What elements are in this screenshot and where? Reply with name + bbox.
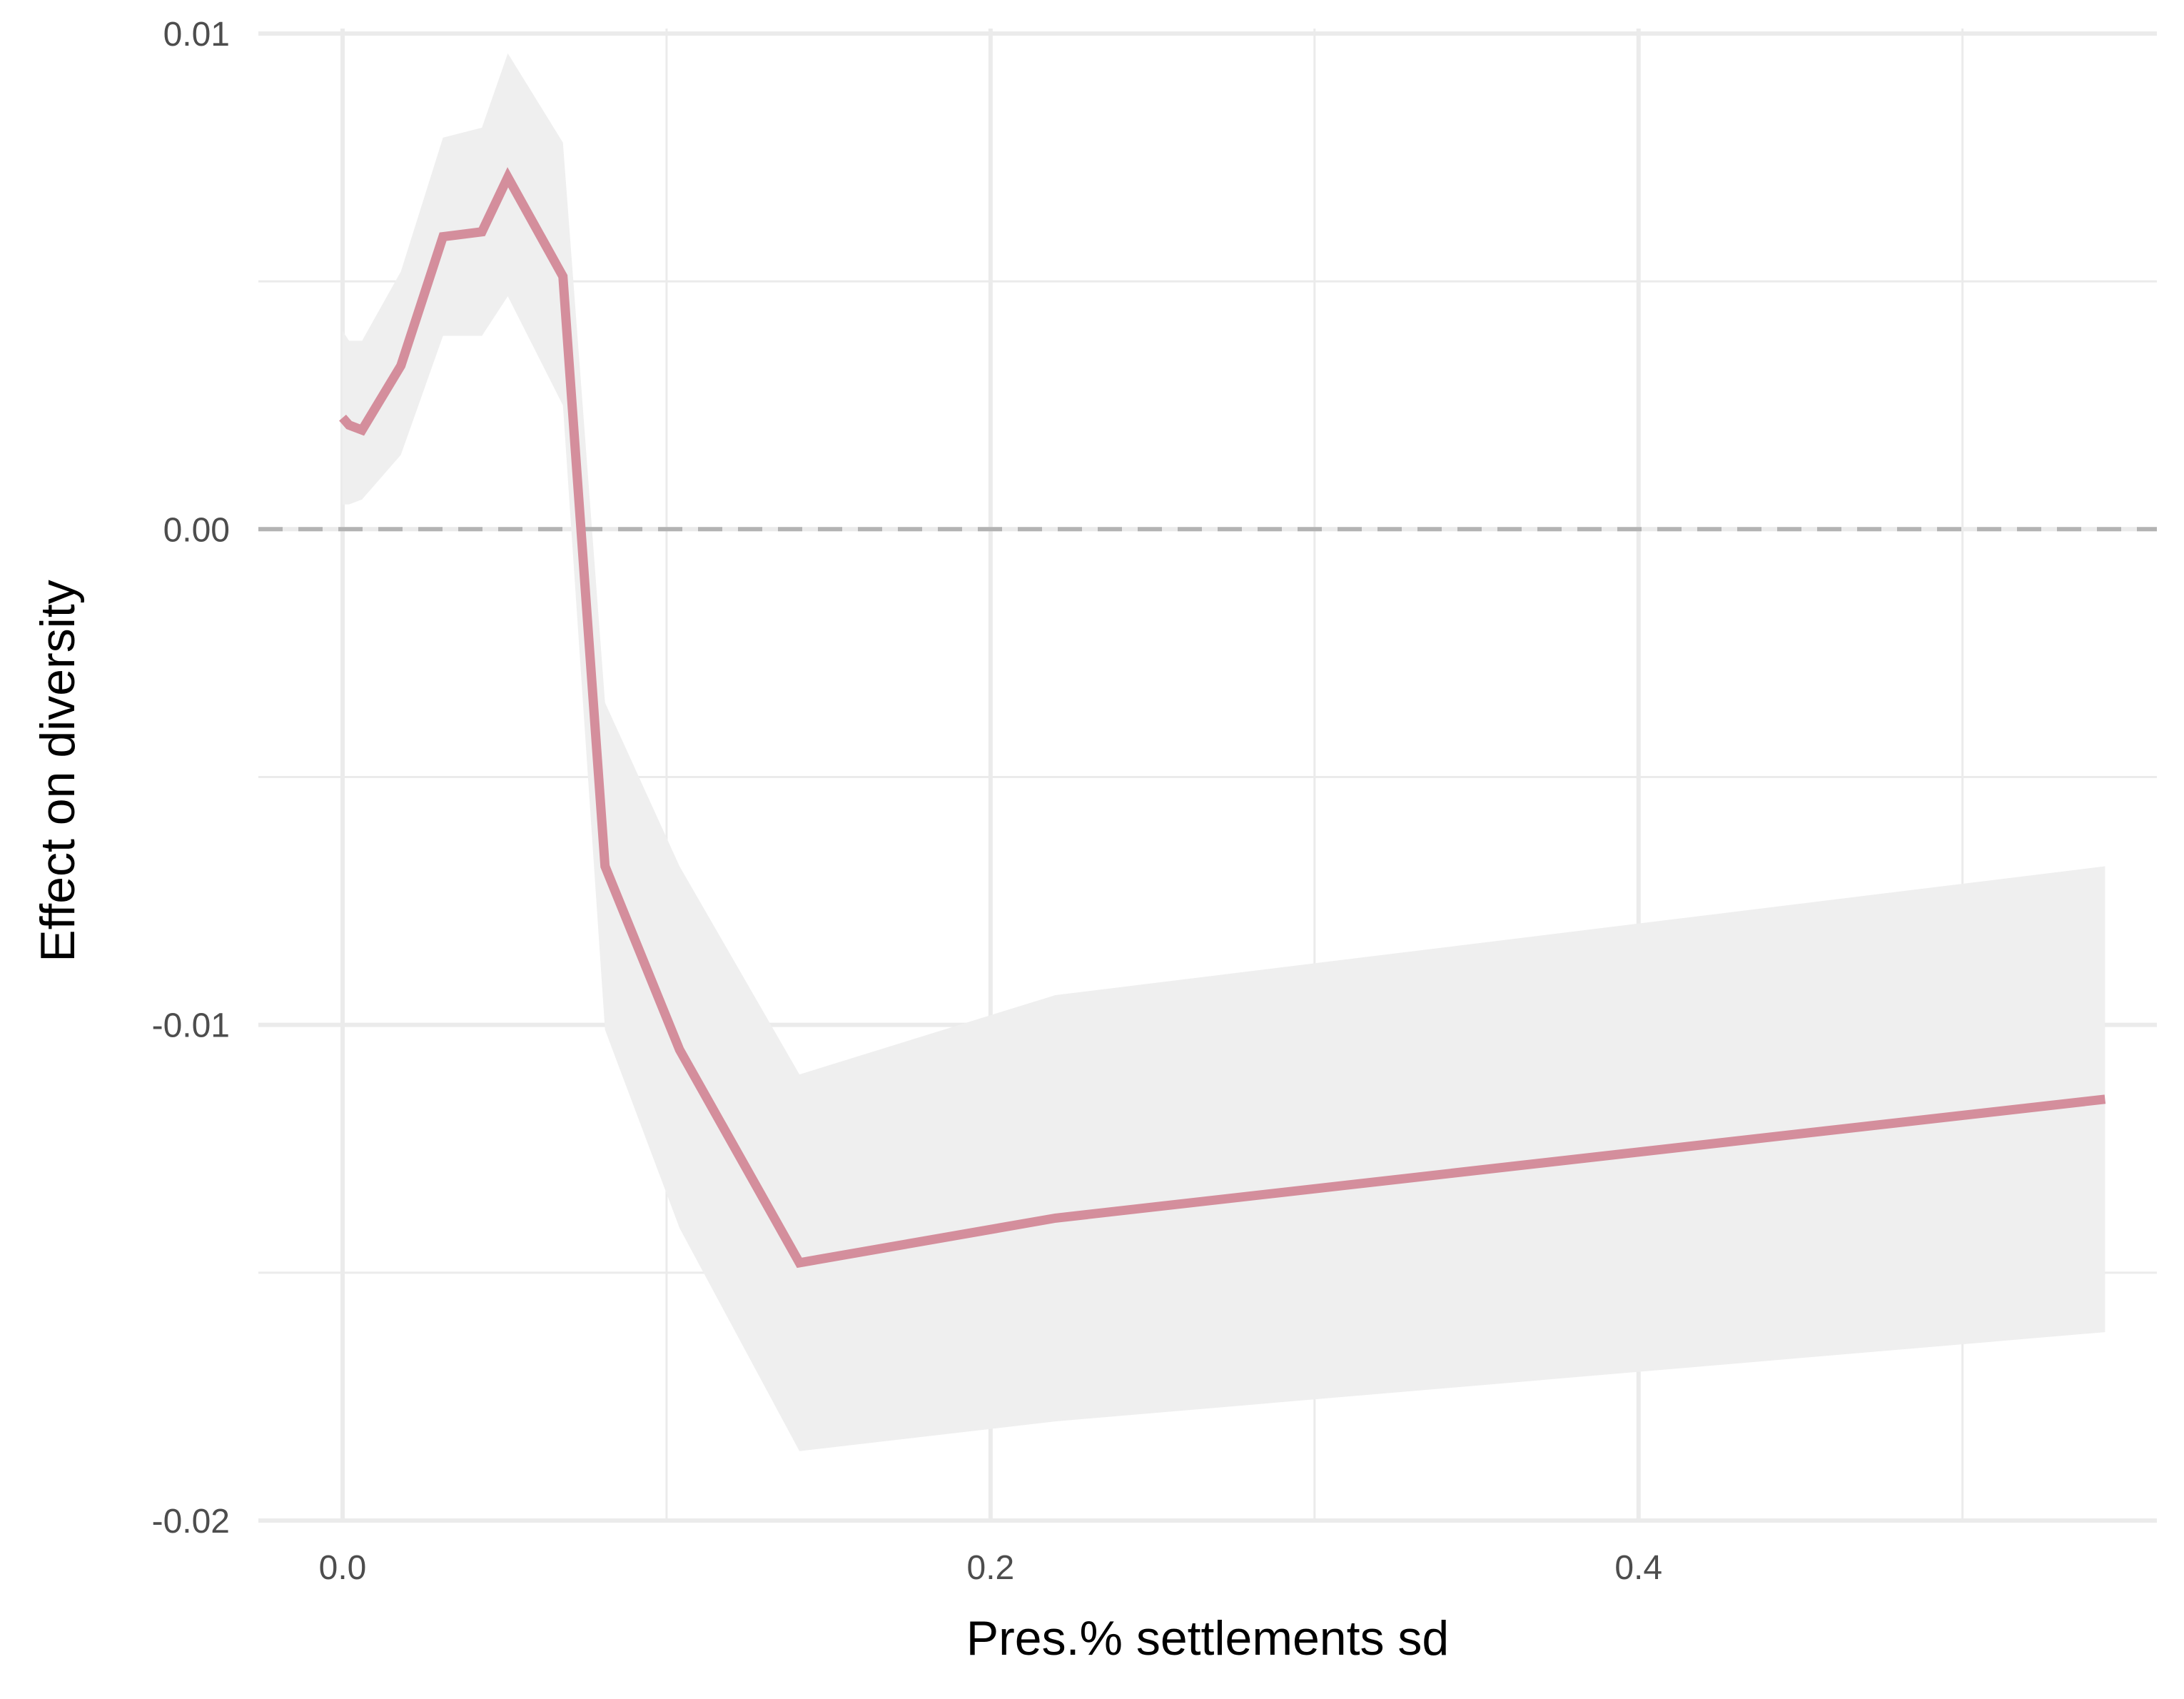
y-tick-label: 0.00 [163,511,230,549]
tick-labels: 0.0 0.2 0.4 0.01 0.00 -0.01 -0.02 [152,16,1662,1587]
x-tick-label: 0.4 [1614,1549,1662,1587]
y-tick-label: -0.02 [152,1503,230,1541]
y-axis-title: Effect on diversity [31,580,85,962]
y-tick-label: 0.01 [163,16,230,54]
series-layer [339,167,2106,1269]
y-tick-label: -0.01 [152,1007,230,1045]
effect-line [339,167,2106,1269]
confidence-band [343,53,2105,1451]
x-tick-label: 0.2 [967,1549,1015,1587]
x-axis-title: Pres.% settlements sd [966,1611,1449,1665]
confidence-band-layer [343,53,2105,1451]
x-tick-label: 0.0 [319,1549,367,1587]
